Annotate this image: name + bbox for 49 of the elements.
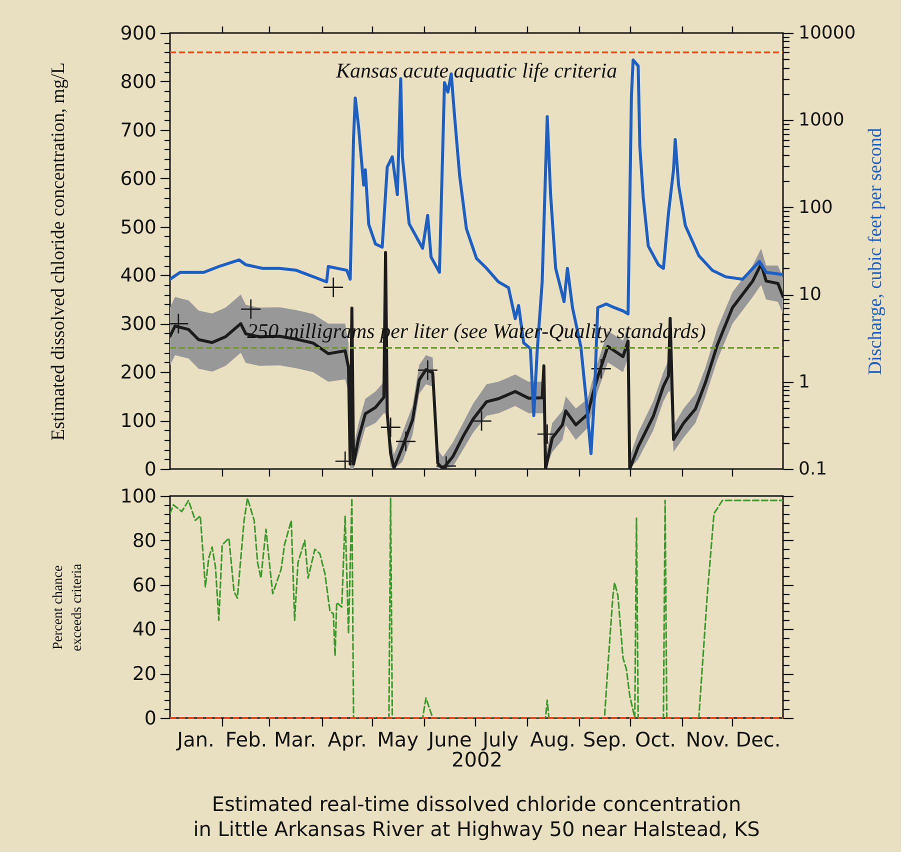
point [591,358,611,378]
y-tick-label: 80 [132,530,156,552]
x-tick-label: Jan. [175,728,214,752]
y-tick-label: 300 [120,313,156,336]
y-tick-label: 500 [120,216,156,238]
y-tick-label: 20 [132,663,156,686]
x-tick-label: Apr. [328,728,367,752]
y-tick-label: 60 [132,574,156,596]
point [396,432,416,452]
y-tick-label: 100 [120,486,156,508]
y-tick-label: 700 [120,119,156,142]
y-tick-label: 600 [120,168,156,190]
y-axis-title: Percent chance exceeds criteria [51,563,86,652]
ref-line-label: Kansas acute aquatic life criteria [334,58,618,82]
y-axis-title: Estimated dissolved chloride concentration, mg/L [48,62,70,441]
x-tick-label: Dec. [736,728,781,752]
point [418,360,438,380]
y-tick-label: 200 [120,362,156,384]
y-tick-label: 900 [120,22,156,44]
line-series [170,58,783,456]
y-tick-label: 40 [132,618,156,641]
point [537,424,557,444]
y2-tick-label: 0.1 [798,458,828,480]
y-tick-label: 100 [120,410,156,432]
x-tick-label: June [426,728,472,752]
point [324,278,344,298]
x-tick-label: May [377,728,419,752]
point [380,418,400,438]
x-tick-label: July [480,728,519,752]
y-tick-label: 400 [120,264,156,287]
y-tick-label: 800 [120,70,156,93]
y2-axis-title: Discharge, cubic feet per second [864,127,886,376]
y-tick-label: 0 [144,458,156,480]
y-tick-label: 0 [144,708,156,730]
y2-tick-label: 10 [798,284,822,306]
point [241,299,261,319]
y2-tick-label: 10000 [798,22,856,44]
text: in Little Arkansas River at Highway 50 near Halstead, KS [193,817,760,841]
y2-tick-label: 100 [798,196,833,218]
x-tick-label: Feb. [225,728,268,752]
x-tick-label: Mar. [274,728,316,752]
x-tick-label: Nov. [686,728,730,752]
x-tick-label: Sep. [582,728,628,752]
x-tick-label: Oct. [635,728,676,752]
x-tick-label: Aug. [530,728,576,752]
text: Estimated real-time dissolved chloride concentration [212,792,742,816]
y2-tick-label: 1000 [798,110,844,131]
y2-tick-label: 1 [798,371,810,392]
point [170,314,188,334]
